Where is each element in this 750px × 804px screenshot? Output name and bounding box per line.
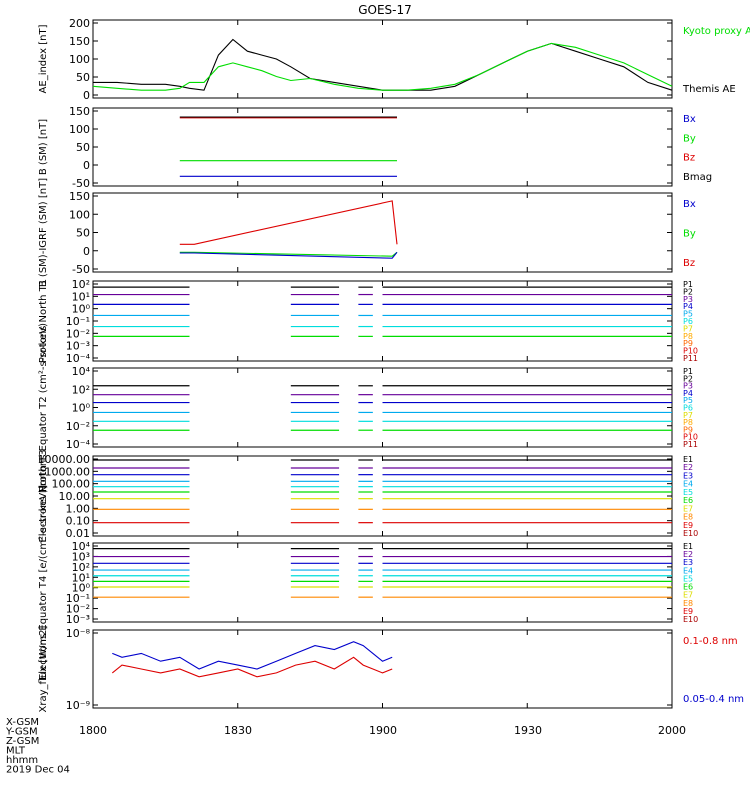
legend-entry: Bx (683, 199, 696, 210)
panel-frame (93, 368, 672, 447)
legend-entry: Bz (683, 153, 695, 164)
panels: 200 150 100 50 0 AE_index [nT] Kyoto proxy AE T… (38, 17, 750, 712)
y-tick-label: 0 (83, 89, 90, 102)
y-tick-label: 10⁻⁴ (66, 352, 91, 365)
y-tick-label: 1.00 (66, 502, 91, 515)
legend-entry: Bmag (683, 172, 712, 183)
series-line-0-1-0-8-nm (112, 657, 392, 677)
y-tick-label: 50 (76, 227, 90, 240)
y-axis-label: B (SM)-IGRF (SM) [nT] (38, 178, 49, 287)
figure-title: GOES-17 (358, 3, 412, 17)
y-tick-label: 150 (69, 105, 90, 118)
y-tick-label: 100 (69, 123, 90, 136)
x-tick-label: 2000 (658, 724, 686, 737)
series-line-bz (180, 201, 397, 244)
y-tick-label: 10² (72, 383, 90, 396)
y-tick-label: 200 (69, 17, 90, 30)
y-tick-label: 100.00 (52, 478, 91, 491)
panel-ae: 200 150 100 50 0 AE_index [nT] Kyoto proxy AE T… (38, 17, 750, 102)
panel-frame (93, 281, 672, 361)
y-axis-label: B (SM) [nT] (38, 119, 49, 175)
y-tick-label: 100 (69, 208, 90, 221)
panel-frame (93, 108, 672, 186)
y-tick-label: 10⁰ (72, 402, 91, 415)
y-axis-label: Xray_flux [W/m2] (38, 625, 49, 712)
x-tick-label: 1830 (224, 724, 252, 737)
y-tick-label: 10⁻² (66, 420, 90, 433)
legend-entry: Kyoto proxy AE (683, 26, 750, 37)
y-tick-label: 10¹ (72, 290, 90, 303)
x-tick-label: 1900 (369, 724, 397, 737)
y-tick-label: 150 (69, 190, 90, 203)
y-tick-label: 50 (76, 141, 90, 154)
panel-bigrf: 150 100 50 0 -50 B (SM)-IGRF (SM) [nT] Bx By Bz (38, 178, 696, 287)
x-tick-label: 1800 (79, 724, 107, 737)
y-tick-label: -50 (72, 263, 90, 276)
y-tick-label: 10⁻³ (66, 340, 90, 353)
panel-en: 10000.001000.00100.0010.001.000.100.01El… (38, 449, 699, 542)
legend-entry: 0.1-0.8 nm (683, 636, 738, 647)
series-line-0-05-0-4-nm (112, 642, 392, 669)
y-tick-label: 10⁻⁸ (66, 627, 91, 640)
y-tick-label: 10⁻¹ (66, 315, 90, 328)
legend-entry: By (683, 133, 696, 144)
y-tick-label: 1000.00 (45, 465, 91, 478)
y-tick-label: 10² (72, 278, 90, 291)
y-tick-label: 50 (76, 71, 90, 84)
y-tick-label: 0 (83, 159, 90, 172)
legend-entry: Bx (683, 114, 696, 125)
legend-entry: Themis AE (682, 84, 736, 95)
legend-entry: E10 (683, 615, 698, 624)
y-tick-label: 10.00 (59, 490, 91, 503)
legend-entry: P11 (683, 440, 698, 449)
y-tick-label: 0.10 (66, 515, 91, 528)
y-tick-label: 10⁻³ (66, 613, 90, 626)
y-tick-label: 10⁻² (66, 327, 90, 340)
y-tick-label: 150 (69, 35, 90, 48)
legend-entry: 0.05-0.4 nm (683, 694, 744, 705)
legend-entry: E10 (683, 529, 698, 538)
y-axis-label: AE_index [nT] (38, 24, 49, 93)
footer-label: 2019 Dec 04 (6, 765, 70, 776)
legend-entry: Bz (683, 258, 695, 269)
panel-xray: 10⁻⁸ 10⁻⁹ Xray_flux [W/m2] 0.1-0.8 nm 0.05-0… (38, 625, 744, 712)
panel-bsm: 150 100 50 0 -50 B (SM) [nT] Bx By Bz Bmag (38, 105, 712, 190)
y-tick-label: 10⁴ (72, 365, 91, 378)
y-tick-label: 10⁻⁴ (66, 438, 91, 451)
y-tick-label: 0 (83, 245, 90, 258)
panel-frame (93, 193, 672, 272)
y-tick-label: 10⁰ (72, 303, 91, 316)
y-tick-label: 0.01 (66, 527, 91, 540)
panel-frame (93, 543, 672, 622)
x-axis-labels: 1800 1830 1900 1930 2000 (79, 724, 686, 737)
x-tick-label: 1930 (514, 724, 542, 737)
y-tick-label: 100 (69, 53, 90, 66)
legend-entry: P11 (683, 354, 698, 363)
y-tick-label: 10⁻⁹ (66, 699, 90, 712)
series-line-themis-ae (93, 40, 672, 91)
series-line-kyoto-proxy-ae (93, 43, 672, 90)
legend-entry: By (683, 229, 696, 240)
y-tick-label: -50 (72, 177, 90, 190)
